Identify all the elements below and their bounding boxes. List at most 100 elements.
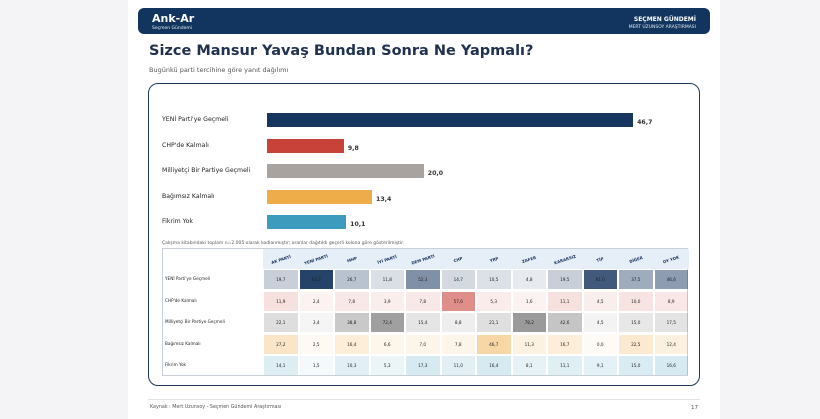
heatmap-cell: 81,0 [583,270,617,289]
heatmap-cell: 72,4 [370,313,404,332]
chart-note: Çalışma kitabındaki toplam n=2.005 olara… [162,241,404,246]
heatmap-cell: 7,8 [441,334,475,354]
heatmap-cell: 1,6 [512,291,546,311]
heatmap-cell: 9,1 [583,356,617,375]
heatmap-cell: 78,2 [512,313,546,332]
heatmap-cell: 12,4 [654,334,688,354]
bar-label: Fikrim Yok [162,218,193,225]
heatmap-cell: 11,8 [370,270,404,289]
heatmap-cell: 46,7 [477,334,511,354]
footer-divider [148,399,700,400]
heatmap-cell: 5,3 [477,291,511,311]
heatmap-cell: 26,7 [335,270,369,289]
bar-label: Bağımsız Kalmalı [162,192,215,200]
crosstab-heatmap: AK PARTİ YENİ PARTİ MHP İYİ PARTİ DEM PARTİ C… [162,248,689,376]
heatmap-cell: 8,1 [512,356,546,375]
heatmap-cell: 19,7 [264,270,298,289]
heatmap-cell: 7,8 [406,291,440,311]
heatmap-cell: 10,3 [335,356,369,375]
bar-value-label: 13,4 [376,195,392,203]
heatmap-cell: 0,0 [583,334,617,354]
heatmap-cell: 38,8 [335,313,369,332]
slide: Ank-Ar Seçmen Gündemi SEÇMEN GÜNDEMİ MER… [128,0,720,419]
heatmap-cell: 16,6 [654,356,688,375]
heatmap-cell: 93,2 [299,270,333,289]
row-label: Fikrim Yok [165,362,186,367]
heatmap-cell: 11,3 [512,334,546,354]
column-header: AK PARTİ [263,249,299,269]
bar-value-label: 10,1 [350,221,366,228]
heatmap-cell: 8,9 [654,291,688,311]
heatmap-cell: 3,4 [299,313,333,332]
heatmap-cell: 52,3 [406,270,440,289]
heatmap-cell: 42,6 [548,313,582,332]
heatmap-cell: 27,2 [264,334,298,354]
heatmap-cell: 11,0 [441,356,475,375]
page-subtitle: Bugünkü parti tercihine göre yanıt dağıl… [149,66,289,74]
bar [267,113,634,127]
column-header: ZAFER [511,249,547,269]
heatmap-cell: 14,7 [441,270,475,289]
bar-label: CHP'de Kalmalı [162,141,209,149]
heatmap-cell: 21,1 [477,313,511,332]
row-label: CHP'de Kalmalı [165,297,197,303]
column-header: DEM PARTİ [405,249,441,269]
heatmap-cell: 7,0 [406,334,440,354]
bar-label: Milliyetçi Bir Partiye Geçmeli [162,167,251,174]
column-header: KARARSIZ [547,249,583,269]
header-right-subtitle: MERT UZUNSOY ARAŞTIRMASI [628,25,696,30]
column-header: İYİ PARTİ [369,249,405,269]
header-bar: Ank-Ar Seçmen Gündemi SEÇMEN GÜNDEMİ MER… [138,8,710,34]
heatmap-cell: 22,1 [264,313,298,332]
bar [267,215,347,229]
heatmap-cell: 4,8 [512,270,546,289]
row-label: Milliyetçi Bir Partiye Geçmeli [165,319,225,324]
column-header: YENİ PARTİ [298,249,334,269]
column-header: OY YOK [653,249,689,269]
column-header: TİP [582,249,618,269]
heatmap-cell: 15,0 [619,313,653,332]
column-header: YRP [476,249,512,269]
heatmap-cell: 15,0 [619,356,653,375]
bar-value-label: 20,0 [427,170,444,177]
heatmap-cell: 57,6 [441,291,475,311]
column-header: MHP [334,249,370,269]
heatmap-cell: 4,5 [583,313,617,332]
column-header: CHP [440,249,476,269]
heatmap-cell: 11,1 [548,356,582,375]
heatmap-cell: 17,5 [654,313,688,332]
heatmap-cell: 11,1 [548,291,582,311]
heatmap-cell: 6,6 [370,334,404,354]
row-label: YENİ Parti'ye Geçmeli [165,276,210,281]
heatmap-cell: 8,8 [441,313,475,332]
heatmap-cell: 15,4 [406,313,440,332]
heatmap-cell: 5,3 [370,356,404,375]
chart-card: YENİ Parti'ye Geçmeli 46,7 CHP'de Kalmalı 9… [148,83,700,386]
heatmap-cell: 10,0 [619,291,653,311]
heatmap-cell: 2,4 [299,291,333,311]
row-label: Bağımsız Kalmalı [165,340,201,346]
bar [267,138,344,153]
heatmap-cell: 10,5 [477,270,511,289]
column-header: DİĞER [618,249,654,269]
brand-logo: Ank-Ar [152,12,195,25]
footer-source: Kaynak : Mert Uzunsoy - Seçmen Gündemi A… [150,405,282,410]
header-right-title: SEÇMEN GÜNDEMİ [633,16,696,23]
heatmap-cell: 14,1 [264,356,298,375]
heatmap-cell: 2,5 [299,334,333,354]
heatmap-cell: 17,3 [406,356,440,375]
heatmap-cell: 16,4 [477,356,511,375]
heatmap-cell: 4,5 [583,291,617,311]
heatmap-cell: 46,6 [654,270,688,289]
bar [267,189,373,204]
heatmap-cell: 11,9 [264,291,298,311]
heatmap-cell: 16,4 [335,334,369,354]
bar [267,164,424,178]
bar-label: YENİ Parti'ye Geçmeli [162,116,229,123]
heatmap-cell: 16,7 [548,334,582,354]
heatmap-cell: 37,5 [619,270,653,289]
page-title: Sizce Mansur Yavaş Bundan Sonra Ne Yapma… [149,43,534,59]
heatmap-cell: 7,8 [335,291,369,311]
heatmap-cell: 19,5 [548,270,582,289]
heatmap-cell: 22,5 [619,334,653,354]
